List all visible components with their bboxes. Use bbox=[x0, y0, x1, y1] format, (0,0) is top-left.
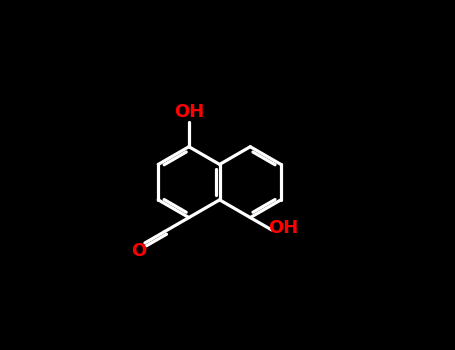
Text: O: O bbox=[131, 241, 147, 260]
Text: OH: OH bbox=[174, 103, 204, 121]
Text: OH: OH bbox=[268, 219, 298, 237]
